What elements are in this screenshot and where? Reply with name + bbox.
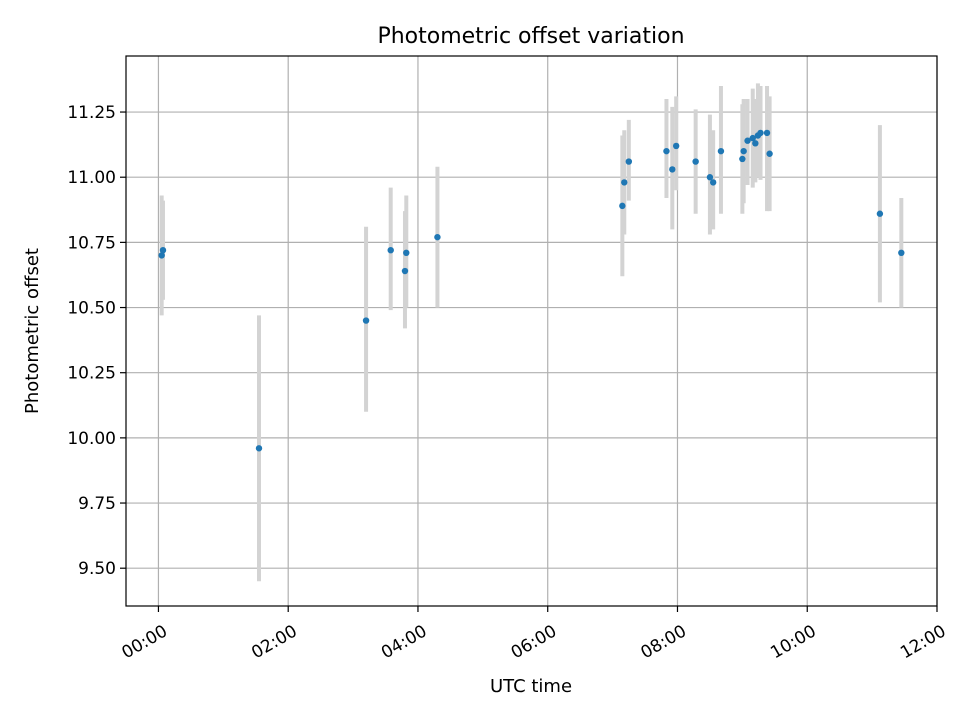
x-axis-label: UTC time: [490, 676, 572, 697]
data-point: [619, 202, 626, 210]
y-axis: 9.50 9.75 10.00 10.25 10.50 10.75 11.00 11.25: [67, 103, 126, 579]
data-point: [669, 166, 676, 173]
data-point: [744, 137, 751, 144]
y-tick-label: 9.75: [78, 494, 116, 514]
data-point: [752, 140, 759, 147]
data-point: [706, 174, 714, 181]
data-point: [763, 129, 771, 137]
y-tick-label: 11.00: [67, 168, 116, 188]
data-point: [757, 129, 764, 137]
data-point: [876, 210, 884, 217]
data-point: [740, 147, 747, 155]
y-tick-label: 9.50: [78, 559, 116, 579]
data-point: [625, 158, 633, 165]
data-point: [159, 246, 167, 254]
point-layer: [158, 129, 905, 452]
data-point: [401, 267, 409, 275]
y-tick-label: 11.25: [67, 103, 116, 123]
y-tick-label: 10.00: [67, 429, 116, 449]
y-tick-label: 10.25: [67, 364, 116, 384]
data-point: [739, 155, 746, 163]
data-point: [403, 249, 410, 257]
plot-frame: [125, 55, 938, 607]
grid-layer: [126, 56, 938, 606]
data-point: [434, 233, 441, 241]
data-point: [717, 147, 725, 155]
y-tick-label: 10.50: [67, 299, 116, 319]
data-point: [709, 179, 717, 186]
y-tick-label: 10.75: [67, 233, 116, 253]
data-point: [898, 249, 905, 257]
data-point: [387, 246, 394, 254]
data-point: [621, 179, 628, 186]
data-point: [663, 147, 670, 155]
chart-title: Photometric offset variation: [377, 24, 684, 49]
data-point: [692, 158, 699, 165]
data-point: [255, 445, 263, 452]
y-axis-label: Photometric offset: [22, 248, 43, 414]
data-point: [749, 134, 756, 142]
data-point: [766, 150, 773, 157]
data-point: [362, 317, 370, 324]
data-point: [672, 142, 680, 150]
data-point: [158, 252, 165, 259]
